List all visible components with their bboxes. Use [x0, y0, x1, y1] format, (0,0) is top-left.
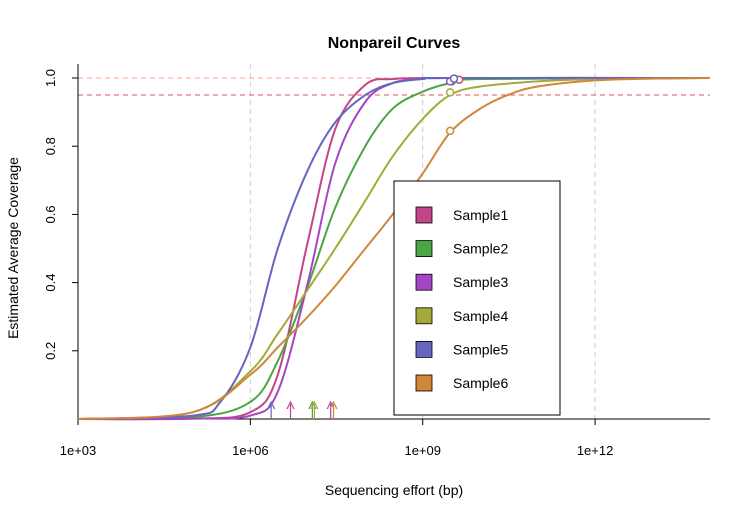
series-markers [445, 74, 464, 136]
x-axis-label: Sequencing effort (bp) [325, 482, 463, 498]
legend-swatch-sample1 [415, 206, 433, 224]
legend-swatch-sample2 [415, 240, 433, 258]
legend-label-sample3: Sample3 [453, 274, 508, 290]
arrow-head-sample1 [286, 400, 295, 410]
legend: Sample1 Sample2 Sample3 Sample4 Sample5 Sampl… [393, 180, 561, 416]
legend-label-sample2: Sample2 [453, 241, 508, 257]
y-tick-label: 0.8 [43, 137, 58, 155]
axes: 0.2 0.4 0.6 0.8 1.0 1e+03 1e+06 1e+09 1e+12 [43, 64, 710, 458]
y-tick-label: 0.4 [43, 274, 58, 292]
series-marker-sample5 [449, 74, 459, 83]
x-tick-label: 1e+03 [60, 443, 97, 458]
legend-label-sample6: Sample6 [453, 375, 508, 391]
legend-label-sample5: Sample5 [453, 341, 508, 357]
chart-title: Nonpareil Curves [328, 35, 461, 52]
legend-swatch-sample4 [415, 307, 433, 325]
y-tick-label: 1.0 [43, 69, 58, 87]
arrow-head-sample4 [310, 400, 319, 410]
legend-swatch-sample5 [415, 340, 433, 358]
y-tick-label: 0.6 [43, 205, 58, 223]
series-line-sample4 [77, 77, 711, 420]
y-tick-label: 0.2 [43, 342, 58, 360]
series-line-sample5 [77, 76, 711, 420]
x-tick-label: 1e+09 [404, 443, 441, 458]
legend-swatch-sample6 [415, 374, 433, 392]
arrow-head-sample5 [267, 400, 276, 410]
legend-label-sample1: Sample1 [453, 207, 508, 223]
series-marker-sample4 [445, 88, 455, 97]
series-arrows [267, 400, 338, 419]
x-tick-label: 1e+12 [577, 443, 614, 458]
x-tick-label: 1e+06 [232, 443, 269, 458]
y-axis-label: Estimated Average Coverage [5, 157, 21, 339]
arrow-head-sample6 [329, 400, 338, 410]
series-marker-sample6 [445, 126, 455, 136]
legend-label-sample4: Sample4 [453, 308, 508, 324]
legend-swatch-sample3 [415, 273, 433, 291]
